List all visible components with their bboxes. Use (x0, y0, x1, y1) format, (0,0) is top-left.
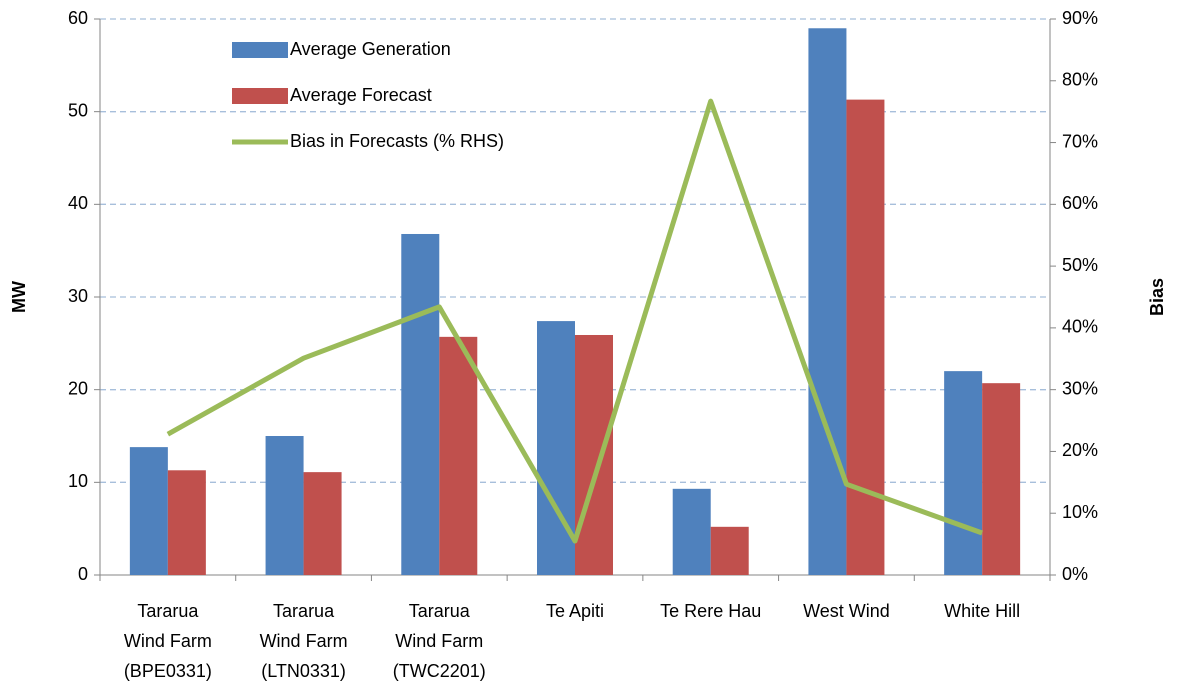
y2-tick-label: 90% (1062, 8, 1098, 28)
x-tick-label: (LTN0331) (261, 661, 346, 681)
legend-label: Bias in Forecasts (% RHS) (290, 131, 504, 151)
bar (537, 321, 575, 575)
y2-tick-label: 50% (1062, 255, 1098, 275)
y2-tick-label: 0% (1062, 564, 1088, 584)
legend-label: Average Forecast (290, 85, 432, 105)
bar (575, 334, 613, 575)
bar (129, 447, 168, 575)
x-tick-label: West Wind (803, 601, 890, 621)
bar (401, 233, 440, 575)
x-tick-label: Tararua (409, 601, 471, 621)
x-tick-label: Wind Farm (395, 631, 483, 651)
bar (846, 99, 885, 576)
y2-tick-label: 10% (1062, 502, 1098, 522)
bar (944, 371, 983, 575)
y-tick-label: 10 (68, 471, 88, 491)
y-tick-label: 20 (68, 378, 88, 398)
x-tick-label: (TWC2201) (393, 661, 486, 681)
x-tick-label: Tararua (273, 601, 335, 621)
bar (265, 436, 304, 575)
x-tick-label: White Hill (944, 601, 1020, 621)
y-tick-label: 60 (68, 8, 88, 28)
x-tick-label: (BPE0331) (124, 661, 212, 681)
bar (439, 336, 478, 575)
y2-tick-label: 40% (1062, 317, 1098, 337)
bar (982, 383, 1021, 575)
x-tick-label: Wind Farm (260, 631, 348, 651)
y2-tick-label: 20% (1062, 440, 1098, 460)
y-axis-title: MW (9, 281, 29, 313)
x-tick-label: Te Apiti (546, 601, 604, 621)
y-tick-label: 30 (68, 286, 88, 306)
bar (672, 488, 711, 575)
y2-tick-label: 30% (1062, 378, 1098, 398)
y2-tick-label: 60% (1062, 193, 1098, 213)
legend-label: Average Generation (290, 39, 451, 59)
y2-tick-label: 70% (1062, 131, 1098, 151)
bar (710, 526, 749, 575)
x-tick-label: Wind Farm (124, 631, 212, 651)
y-tick-label: 50 (68, 100, 88, 120)
bar (167, 470, 206, 575)
line (166, 98, 983, 544)
bar (303, 472, 342, 575)
x-tick-label: Te Rere Hau (660, 601, 761, 621)
legend-swatch (232, 88, 288, 104)
legend-swatch (232, 42, 288, 58)
y2-axis-title: Bias (1147, 278, 1167, 316)
y-tick-label: 0 (78, 564, 88, 584)
y2-tick-label: 80% (1062, 70, 1098, 90)
bar (808, 28, 847, 576)
x-tick-label: Tararua (137, 601, 199, 621)
y-tick-label: 40 (68, 193, 88, 213)
